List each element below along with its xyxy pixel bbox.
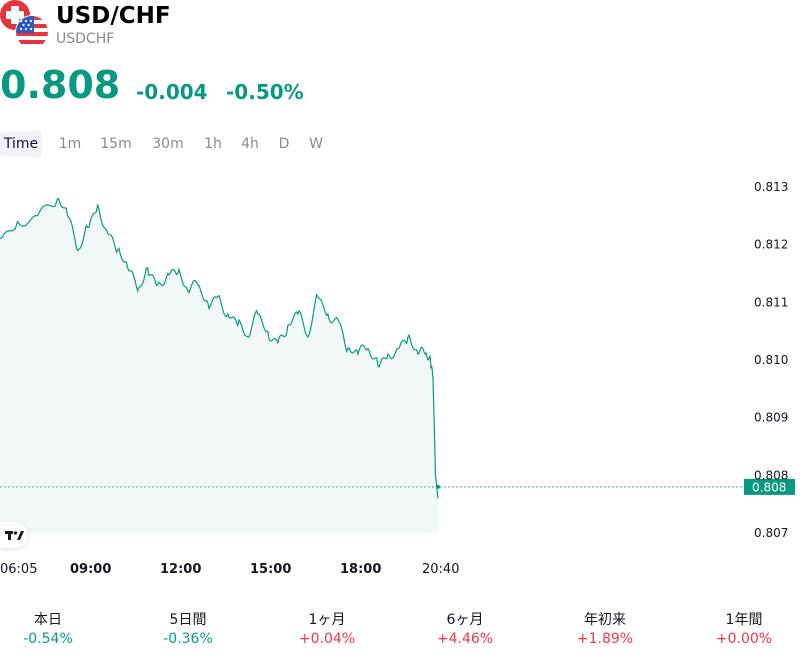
x-tick-label: 18:00 <box>340 562 382 577</box>
y-tick-label: 0.813 <box>754 180 788 194</box>
perf-value: -0.54% <box>23 631 73 647</box>
chart-series-line <box>0 197 439 499</box>
x-tick-label: 06:05 <box>0 562 38 577</box>
tab-4h[interactable]: 4h <box>241 136 259 152</box>
chart-area-fill <box>0 198 438 533</box>
perf-value: +4.46% <box>436 631 494 647</box>
symbol-title: USD/CHF <box>56 3 171 29</box>
quote-row: 0.808 -0.004 -0.50% <box>0 62 800 110</box>
tab-15m[interactable]: 15m <box>100 136 132 152</box>
perf-label: 年初来 <box>584 612 626 628</box>
perf-value: +0.00% <box>715 631 773 647</box>
perf-value: +1.89% <box>576 631 634 647</box>
tradingview-logo-glyph <box>5 531 24 540</box>
x-tick-label: 09:00 <box>70 562 112 577</box>
perf-item-6m[interactable]: 6ヶ月 +4.46% <box>410 610 520 648</box>
tradingview-logo-icon[interactable] <box>0 522 28 548</box>
symbol-code: USDCHF <box>56 31 115 47</box>
y-tick-label: 0.811 <box>754 295 788 309</box>
us-flag-icon <box>15 15 49 49</box>
price-chart[interactable]: 0.808 0.813 0.812 0.811 0.810 0.809 0.808 0.807 <box>0 168 800 548</box>
last-price-badge-label: 0.808 <box>752 480 786 494</box>
perf-label: 6ヶ月 <box>446 612 484 628</box>
x-tick-label: 12:00 <box>160 562 202 577</box>
y-tick-label: 0.808 <box>754 468 788 482</box>
price-change: -0.004 <box>136 80 208 104</box>
perf-value: +0.04% <box>298 631 356 647</box>
last-price: 0.808 <box>0 63 121 107</box>
y-tick-label: 0.810 <box>754 353 788 367</box>
tab-1h[interactable]: 1h <box>204 136 222 152</box>
perf-value: -0.36% <box>163 631 213 647</box>
x-tick-label: 20:40 <box>422 562 460 577</box>
y-tick-label: 0.809 <box>754 411 788 425</box>
perf-label: 1年間 <box>725 612 763 628</box>
price-change-percent: -0.50% <box>226 80 304 104</box>
perf-item-1m[interactable]: 1ヶ月 +0.04% <box>272 610 382 648</box>
tab-d[interactable]: D <box>278 136 290 152</box>
last-price-badge <box>744 478 795 495</box>
perf-item-today[interactable]: 本日 -0.54% <box>0 610 103 648</box>
tab-time[interactable]: Time <box>0 131 42 157</box>
tab-1m[interactable]: 1m <box>58 136 82 152</box>
perf-label: 5日間 <box>169 612 207 628</box>
perf-item-ytd[interactable]: 年初来 +1.89% <box>550 610 660 648</box>
perf-label: 本日 <box>34 612 62 628</box>
last-price-dot <box>436 484 440 489</box>
perf-label: 1ヶ月 <box>308 612 346 628</box>
y-tick-label: 0.807 <box>754 526 788 540</box>
x-tick-label: 15:00 <box>250 562 292 577</box>
performance-strip: 本日 -0.54% 5日間 -0.36% 1ヶ月 +0.04% 6ヶ月 +4.4… <box>0 610 800 650</box>
perf-item-1y[interactable]: 1年間 +0.00% <box>689 610 799 648</box>
perf-item-5d[interactable]: 5日間 -0.36% <box>133 610 243 648</box>
y-tick-label: 0.812 <box>754 238 788 252</box>
symbol-header: USD/CHF USDCHF <box>0 0 800 60</box>
tab-30m[interactable]: 30m <box>152 136 184 152</box>
tab-w[interactable]: W <box>309 136 323 152</box>
currency-pair-flags <box>0 0 49 49</box>
